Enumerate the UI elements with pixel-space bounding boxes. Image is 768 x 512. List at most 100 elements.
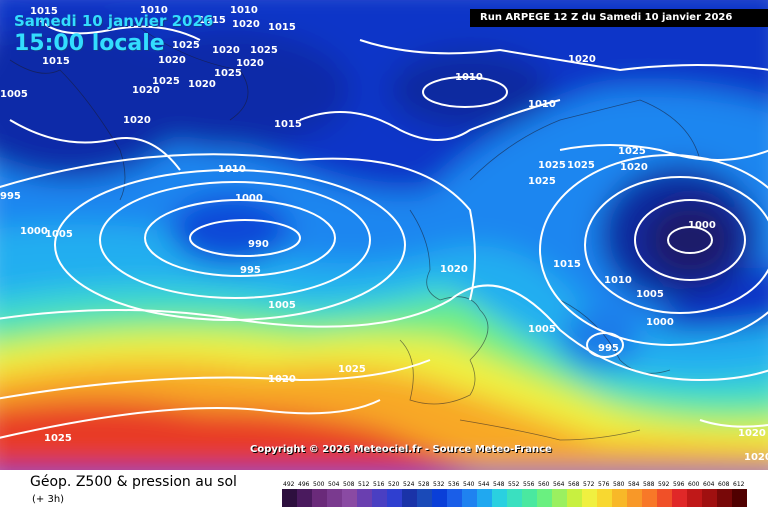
scale-tick-label: 536 <box>448 481 460 488</box>
isobar-label: 1020 <box>440 264 468 275</box>
isobar-label: 1015 <box>198 15 226 26</box>
scale-swatch <box>462 489 477 507</box>
isobar-label: 1020 <box>738 428 766 439</box>
scale-swatch <box>492 489 507 507</box>
scale-tick-label: 588 <box>643 481 655 488</box>
scale-tick-label: 592 <box>658 481 670 488</box>
scale-tick-label: 520 <box>388 481 400 488</box>
isobar-label: 1000 <box>688 220 716 231</box>
legend-bar: Géop. Z500 & pression au sol (+ 3h) 492 4… <box>0 470 768 512</box>
isobar-label: 990 <box>248 239 269 250</box>
isobar-label: 1005 <box>528 324 556 335</box>
scale-swatch <box>597 489 612 507</box>
legend-title: Géop. Z500 & pression au sol <box>30 474 237 490</box>
scale-swatch <box>297 489 312 507</box>
isobar-label: 1015 <box>42 56 70 67</box>
isobar-label: 1015 <box>274 119 302 130</box>
scale-tick-label: 544 <box>478 481 490 488</box>
isobar-label: 1005 <box>0 89 28 100</box>
isobar-label: 995 <box>0 191 21 202</box>
scale-swatch <box>702 489 717 507</box>
scale-swatch <box>282 489 297 507</box>
isobar-label: 1020 <box>236 58 264 69</box>
scale-swatch <box>447 489 462 507</box>
scale-tick-label: 552 <box>508 481 520 488</box>
scale-tick-label: 608 <box>718 481 730 488</box>
scale-tick-label: 584 <box>628 481 640 488</box>
isobar-label: 1025 <box>618 146 646 157</box>
isobar-label: 1005 <box>636 289 664 300</box>
isobar-label: 1020 <box>232 19 260 30</box>
scale-swatch <box>612 489 627 507</box>
isobar-label: 1015 <box>553 259 581 270</box>
coastlines <box>9 19 701 441</box>
isobar-label: 1025 <box>152 76 180 87</box>
scale-swatch <box>732 489 747 507</box>
scale-tick-label: 540 <box>463 481 475 488</box>
isobar-label: 1015 <box>30 6 58 17</box>
scale-tick-label: 580 <box>613 481 625 488</box>
isobar-label: 1010 <box>604 275 632 286</box>
isobar-label: 1025 <box>338 364 366 375</box>
isobar-label: 1020 <box>132 85 160 96</box>
scale-tick-label: 596 <box>673 481 685 488</box>
scale-swatch <box>582 489 597 507</box>
scale-tick-label: 500 <box>313 481 325 488</box>
scale-swatch <box>552 489 567 507</box>
isobar-label: 1020 <box>568 54 596 65</box>
scale-tick-label: 528 <box>418 481 430 488</box>
scale-swatch <box>642 489 657 507</box>
legend-subtitle: (+ 3h) <box>32 494 65 505</box>
isobar-label: 1010 <box>140 5 168 16</box>
isobar-label: 1020 <box>620 162 648 173</box>
scale-swatch <box>687 489 702 507</box>
isobar-label: 1025 <box>538 160 566 171</box>
isobar-label: 995 <box>598 343 619 354</box>
scale-swatch <box>357 489 372 507</box>
geopotential-field: 1015 1010 1015 1010 1015 1020 1015 1025 … <box>0 0 768 470</box>
isobar-label: 1025 <box>567 160 595 171</box>
color-scale: 492 496 500 504 508 512 516 520 524 528 532 536 540 5… <box>282 481 747 507</box>
scale-tick-label: 556 <box>523 481 535 488</box>
isobar-label: 1025 <box>528 176 556 187</box>
isobar-label: 1005 <box>45 229 73 240</box>
scale-tick-label: 516 <box>373 481 385 488</box>
isobar-label: 1010 <box>528 99 556 110</box>
scale-tick-label: 532 <box>433 481 445 488</box>
isobar-label: 1025 <box>172 40 200 51</box>
scale-swatch <box>477 489 492 507</box>
scale-swatch <box>342 489 357 507</box>
scale-tick-label: 568 <box>568 481 580 488</box>
isobar-label: 995 <box>240 265 261 276</box>
scale-swatch <box>657 489 672 507</box>
isobar-label: 1025 <box>250 45 278 56</box>
scale-swatch <box>507 489 522 507</box>
weather-map: 1015 1010 1015 1010 1015 1020 1015 1025 … <box>0 0 768 470</box>
isobar-label: 1020 <box>158 55 186 66</box>
scale-swatch <box>432 489 447 507</box>
scale-tick-label: 600 <box>688 481 700 488</box>
isobar-label: 1020 <box>188 79 216 90</box>
scale-tick-label: 576 <box>598 481 610 488</box>
scale-tick-label: 604 <box>703 481 715 488</box>
model-run-info: Run ARPEGE 12 Z du Samedi 10 janvier 202… <box>470 9 768 27</box>
scale-tick-label: 496 <box>298 481 310 488</box>
isobar-label: 1015 <box>268 22 296 33</box>
isobar-label: 1005 <box>268 300 296 311</box>
scale-swatch <box>327 489 342 507</box>
isobar-label: 1010 <box>218 164 246 175</box>
scale-tick-label: 512 <box>358 481 370 488</box>
scale-tick-label: 572 <box>583 481 595 488</box>
isobar-label: 1020 <box>744 452 768 463</box>
scale-tick-label: 548 <box>493 481 505 488</box>
scale-tick-label: 504 <box>328 481 340 488</box>
scale-swatch <box>537 489 552 507</box>
isobar-label: 1010 <box>230 5 258 16</box>
scale-swatch <box>387 489 402 507</box>
isobar-label: 1020 <box>123 115 151 126</box>
scale-tick-label: 564 <box>553 481 565 488</box>
scale-swatch <box>312 489 327 507</box>
isobar-label: 1025 <box>44 433 72 444</box>
isobar-label: 1025 <box>214 68 242 79</box>
scale-swatch <box>417 489 432 507</box>
